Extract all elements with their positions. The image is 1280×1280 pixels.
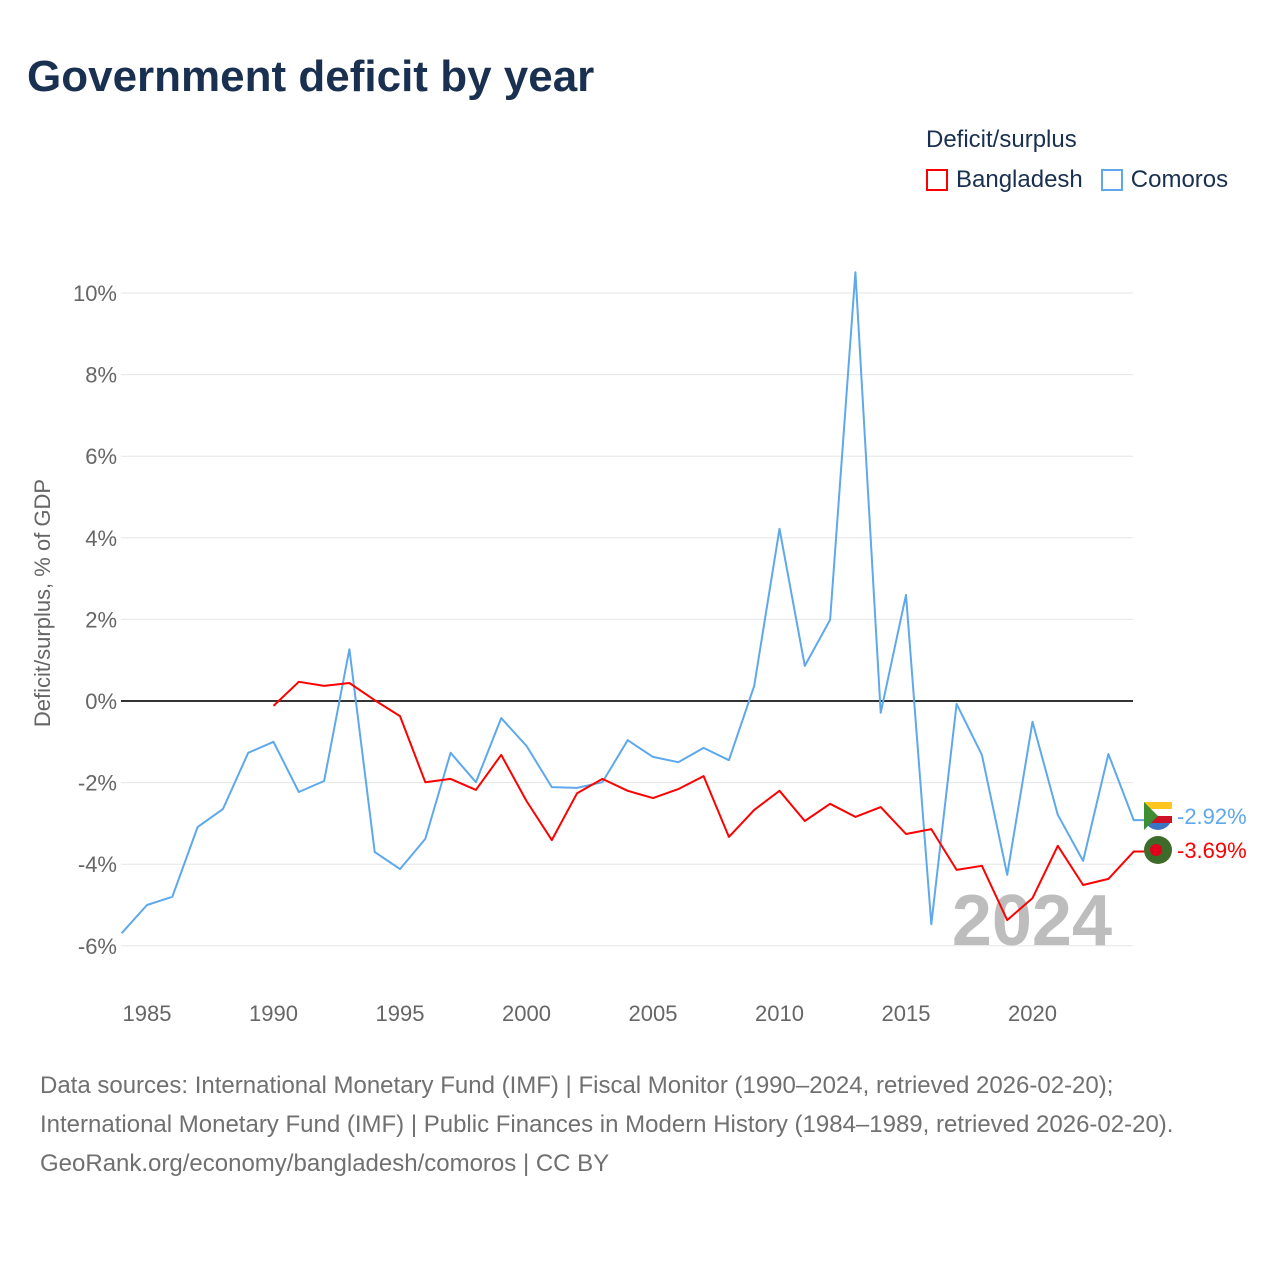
series-line-bangladesh (272, 680, 1135, 922)
year-annotation: 2024 (952, 881, 1112, 961)
bangladesh-flag-disc (1150, 844, 1162, 856)
y-tick-label: 8% (85, 363, 117, 388)
x-tick-label: 2020 (1008, 1001, 1057, 1026)
legend: Bangladesh Comoros (926, 166, 1228, 194)
series-line-comoros (120, 271, 1135, 934)
y-axis-label: Deficit/surplus, % of GDP (30, 479, 55, 727)
x-tick-label: 1995 (376, 1001, 425, 1026)
legend-item-bangladesh[interactable]: Bangladesh (926, 166, 1083, 194)
y-tick-label: -4% (78, 852, 117, 877)
y-tick-label: 6% (85, 444, 117, 469)
legend-label-comoros: Comoros (1130, 166, 1229, 193)
legend-label-bangladesh: Bangladesh (956, 166, 1083, 193)
x-tick-label: 2005 (629, 1001, 678, 1026)
legend-swatch-comoros (1100, 169, 1123, 191)
x-tick-label: 2010 (755, 1001, 804, 1026)
x-tick-label: 2015 (882, 1001, 931, 1026)
credit-link[interactable]: GeoRank.org/economy/bangladesh/comoros |… (40, 1150, 610, 1177)
comoros-flag-stripe (1144, 802, 1172, 809)
chart-title: Government deficit by year (27, 52, 595, 101)
y-tick-label: 4% (85, 526, 117, 551)
legend-swatch-bangladesh (926, 169, 948, 191)
comoros-flag-triangle (1144, 802, 1158, 830)
bangladesh-end-label: -3.69% (1177, 838, 1247, 863)
y-tick-label: 0% (85, 689, 117, 714)
y-tick-label: -6% (78, 934, 117, 959)
x-tick-label: 1990 (249, 1001, 298, 1026)
chart-area: -6% -4% -2% 0% 2% 4% 6% 8% 10% 1985 1990 1995 2000 20… (30, 271, 1247, 1026)
comoros-end-label: -2.92% (1177, 804, 1247, 829)
x-tick-label: 2000 (502, 1001, 551, 1026)
x-tick-label: 1985 (123, 1001, 172, 1026)
footer: Data sources: International Monetary Fun… (40, 1066, 1240, 1183)
y-tick-label: 10% (73, 281, 117, 306)
y-tick-label: 2% (85, 607, 117, 632)
data-sources: Data sources: International Monetary Fun… (40, 1072, 1174, 1138)
legend-title: Deficit/surplus (926, 126, 1077, 153)
comoros-flag-stripe (1144, 809, 1172, 816)
comoros-flag-stripe (1144, 816, 1172, 823)
y-tick-label: -2% (78, 771, 117, 796)
legend-item-comoros[interactable]: Comoros (1100, 166, 1229, 194)
